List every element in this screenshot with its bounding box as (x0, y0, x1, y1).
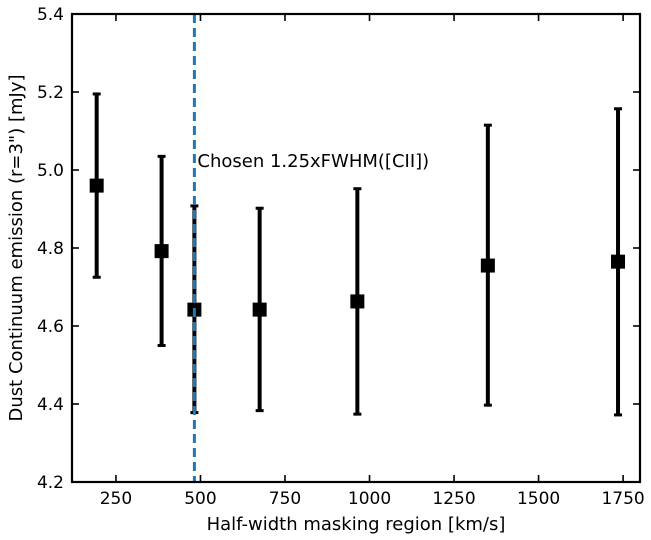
data-point (480, 258, 495, 273)
axis-ticks: 250 500 750 1000 1250 1500 1750 4.2 4.4 4.6 4.8 5.0… (37, 5, 645, 509)
y-tick-label: 4.2 (37, 473, 64, 493)
x-tick-label: 1000 (348, 489, 391, 509)
y-tick-label: 5.2 (37, 83, 64, 103)
data-point (350, 294, 365, 309)
x-tick-label: 250 (100, 489, 132, 509)
data-point (154, 244, 169, 259)
x-axis-label: Half-width masking region [km/s] (207, 514, 506, 535)
x-tick-label: 1500 (517, 489, 560, 509)
data-point (89, 178, 104, 193)
data-point (611, 254, 626, 269)
x-tick-label: 750 (269, 489, 301, 509)
y-tick-label: 5.0 (37, 161, 64, 181)
y-tick-label: 4.8 (37, 239, 64, 259)
y-tick-label: 4.4 (37, 395, 64, 415)
chart-marks (89, 92, 626, 417)
vline-annotation: Chosen 1.25xFWHM([CII]) (197, 151, 429, 172)
y-tick-label: 5.4 (37, 5, 64, 25)
y-axis-label: Dust Continuum emission (r=3") [mJy] (6, 75, 27, 422)
x-tick-label: 1250 (432, 489, 475, 509)
x-tick-label: 500 (184, 489, 216, 509)
x-tick-label: 1750 (601, 489, 644, 509)
data-point (252, 302, 267, 317)
y-tick-label: 4.6 (37, 317, 64, 337)
